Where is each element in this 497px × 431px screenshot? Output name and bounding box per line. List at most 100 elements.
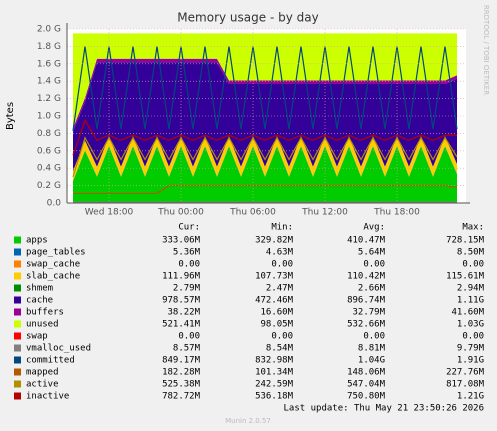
x-tick-label: Thu 00:00 [157,208,204,218]
line [72,46,458,131]
side-label: RRDTOOL / TOBI OETIKER [482,5,490,95]
y-tick-label: 1.2 G [37,94,61,104]
y-tick-label: 0.0 [47,199,62,209]
y-tick-label: 0.8 G [37,129,61,139]
legend-stat: 978.57M [162,296,201,306]
legend-stat: 107.73M [255,272,294,282]
legend-swatch [14,344,21,352]
legend-name: active [26,380,59,390]
legend-stat: 148.06M [347,368,386,378]
chart-title: Memory usage - by day [177,11,318,25]
legend-name: inactive [26,392,69,402]
legend-stat: 1.04G [358,356,385,366]
legend-swatch [14,248,21,256]
legend-stat: 532.66M [347,320,386,330]
legend-stat: 5.64M [358,248,386,258]
legend-stat: 9.79M [457,344,485,354]
legend-stat: 536.18M [255,392,294,402]
legend-stat: 5.36M [173,248,201,258]
legend-stat: 521.41M [162,320,201,330]
line [72,118,457,156]
legend-stat: 410.47M [347,236,386,246]
legend-stat: 101.34M [255,368,294,378]
legend-swatch [14,296,21,304]
y-tick-label: 0.4 G [37,164,61,174]
legend-stat: 0.00 [271,260,293,270]
legend-stat: 111.96M [162,272,201,282]
legend-stat: 8.81M [358,344,386,354]
legend-swatch [14,308,21,316]
legend-stat: 2.94M [457,284,485,294]
legend-stat: 333.06M [162,236,201,246]
legend-swatch [14,368,21,376]
stat-header: Min: [271,223,293,233]
legend-swatch [14,380,21,388]
y-tick-label: 1.6 G [37,59,61,69]
legend-name: buffers [26,308,64,318]
legend-stat: 4.63M [266,248,294,258]
area [73,62,457,171]
y-tick-label: 1.8 G [37,42,61,52]
legend-name: cache [26,296,53,306]
legend-swatch [14,284,21,292]
legend-stat: 1.91G [457,356,484,366]
legend-stat: 2.66M [358,284,386,294]
x-tick-label: Thu 18:00 [373,208,420,218]
legend-stat: 32.79M [352,308,385,318]
legend-stat: 728.15M [446,236,485,246]
y-tick-label: 2.0 G [37,25,61,35]
legend-stat: 1.21G [457,392,484,402]
x-tick-label: Wed 18:00 [85,208,134,218]
legend-stat: 472.46M [255,296,294,306]
legend-stat: 0.00 [178,332,200,342]
area [73,33,457,129]
y-tick-label: 0.6 G [37,146,61,156]
y-tick-label: 1.4 G [37,77,61,87]
legend-stat: 8.54M [266,344,294,354]
legend-swatch [14,392,21,400]
legend-stat: 38.22M [167,308,200,318]
legend-stat: 0.00 [178,260,200,270]
legend-swatch [14,356,21,364]
legend-stat: 1.11G [457,296,484,306]
legend-stat: 329.82M [255,236,294,246]
legend-swatch [14,320,21,328]
legend-stat: 849.17M [162,356,201,366]
legend-stat: 182.28M [162,368,201,378]
legend-stat: 750.80M [347,392,386,402]
legend-stat: 0.00 [462,260,484,270]
legend-stat: 896.74M [347,296,386,306]
legend-name: mapped [26,368,59,378]
legend-stat: 227.76M [446,368,485,378]
legend-stat: 0.00 [363,332,385,342]
y-tick-label: 1.0 G [37,112,61,122]
stat-header: Cur: [178,223,200,233]
legend-stat: 0.00 [271,332,293,342]
legend-stat: 2.47M [266,284,294,294]
legend-stat: 525.38M [162,380,201,390]
legend-stat: 8.50M [457,248,485,258]
legend-stat: 782.72M [162,392,201,402]
legend-stat: 115.61M [446,272,485,282]
legend-name: committed [26,356,75,366]
line [72,136,458,178]
footer: Last update: Thu May 21 23:50:26 2026 [284,404,484,414]
area [73,136,457,181]
legend-name: unused [26,320,59,330]
legend-stat: 2.79M [173,284,201,294]
legend-stat: 547.04M [347,380,386,390]
x-tick-label: Thu 12:00 [301,208,348,218]
legend-name: apps [26,236,48,246]
legend-stat: 41.60M [451,308,484,318]
legend-name: swap_cache [26,260,80,270]
legend-stat: 817.08M [446,380,485,390]
y-axis-label: Bytes [5,102,16,130]
legend-name: slab_cache [26,272,80,282]
stat-header: Avg: [363,223,385,233]
area [73,146,457,203]
legend-swatch [14,332,21,340]
legend-name: page_tables [26,248,86,258]
stat-header: Max: [462,223,484,233]
legend-stat: 98.05M [260,320,293,330]
